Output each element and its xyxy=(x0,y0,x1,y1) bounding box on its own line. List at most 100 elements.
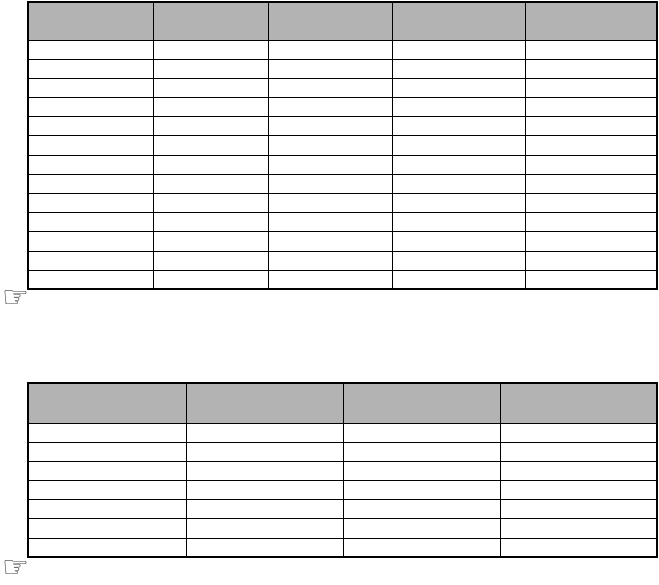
timing-table-2 xyxy=(27,382,658,559)
table-cell xyxy=(27,441,187,462)
timing-table-2-body xyxy=(27,422,658,558)
table-row xyxy=(27,154,658,175)
table-cell xyxy=(342,460,501,482)
table-cell xyxy=(185,422,344,443)
table-cell xyxy=(499,518,658,539)
table-cell xyxy=(152,135,269,156)
table-cell xyxy=(499,422,658,443)
table-cell xyxy=(499,480,658,501)
table-cell xyxy=(524,135,658,156)
table-cell xyxy=(185,441,344,462)
table-cell xyxy=(27,192,154,214)
table-cell xyxy=(267,212,393,233)
table-cell xyxy=(391,135,526,156)
table-cell xyxy=(152,58,269,79)
note-marker-1: ☞ xyxy=(2,280,34,315)
table-row xyxy=(27,269,658,290)
table-cell xyxy=(27,97,154,118)
header-cell xyxy=(391,1,526,41)
table-cell xyxy=(267,154,393,175)
table-cell xyxy=(524,58,658,79)
table-cell xyxy=(152,173,269,195)
table-cell xyxy=(152,212,269,233)
table-cell xyxy=(524,192,658,214)
table-cell xyxy=(267,173,393,195)
table-row xyxy=(27,77,658,99)
header-cell xyxy=(27,1,154,41)
table-cell xyxy=(185,460,344,482)
table-cell xyxy=(152,269,269,290)
table-cell xyxy=(524,231,658,252)
table-cell xyxy=(27,480,187,501)
table-row xyxy=(27,116,658,137)
table-cell xyxy=(152,231,269,252)
table-row xyxy=(27,499,658,520)
table-cell xyxy=(185,480,344,501)
table-cell xyxy=(391,212,526,233)
table-cell xyxy=(27,58,154,79)
table-cell xyxy=(524,173,658,195)
table-cell xyxy=(499,441,658,462)
table-cell xyxy=(152,116,269,137)
table-cell xyxy=(524,116,658,137)
table-cell xyxy=(342,422,501,443)
table-cell xyxy=(499,537,658,558)
table-cell xyxy=(152,97,269,118)
table-cell xyxy=(27,173,154,195)
table-cell xyxy=(499,460,658,482)
table-row xyxy=(27,192,658,214)
header-cell xyxy=(27,382,187,424)
header-cell xyxy=(185,382,344,424)
table-cell xyxy=(27,269,154,290)
table-cell xyxy=(391,250,526,271)
table-row xyxy=(27,39,658,60)
table-cell xyxy=(267,39,393,60)
table-row xyxy=(27,250,658,271)
table-cell xyxy=(27,250,154,271)
timing-table-1-body xyxy=(27,39,658,290)
table-row xyxy=(27,231,658,252)
table-row xyxy=(27,58,658,79)
pointing-hand-icon: ☞ xyxy=(2,550,29,585)
table-cell xyxy=(391,269,526,290)
table-cell xyxy=(267,192,393,214)
table-cell xyxy=(27,39,154,60)
table-cell xyxy=(27,518,187,539)
table-cell xyxy=(342,480,501,501)
table-cell xyxy=(152,250,269,271)
table-cell xyxy=(524,97,658,118)
table-cell xyxy=(185,537,344,558)
table-cell xyxy=(391,192,526,214)
table-row xyxy=(27,422,658,443)
table-cell xyxy=(267,231,393,252)
table-cell xyxy=(152,154,269,175)
table-cell xyxy=(27,499,187,520)
header-row xyxy=(27,382,658,424)
table-cell xyxy=(342,537,501,558)
table-cell xyxy=(391,97,526,118)
header-cell xyxy=(342,382,501,424)
table-row xyxy=(27,135,658,156)
table-row xyxy=(27,212,658,233)
table-cell xyxy=(27,212,154,233)
table-row xyxy=(27,480,658,501)
table-row xyxy=(27,518,658,539)
table-cell xyxy=(391,77,526,99)
table-cell xyxy=(267,250,393,271)
table-cell xyxy=(152,192,269,214)
header-cell xyxy=(524,1,658,41)
table-cell xyxy=(391,58,526,79)
table-cell xyxy=(27,231,154,252)
table-cell xyxy=(27,135,154,156)
table-cell xyxy=(524,269,658,290)
table-cell xyxy=(342,441,501,462)
table-cell xyxy=(267,116,393,137)
header-cell xyxy=(267,1,393,41)
note-marker-2: ☞ xyxy=(2,550,34,585)
timing-table-1 xyxy=(27,1,658,291)
timing-table-1-header xyxy=(27,1,658,41)
table-cell xyxy=(391,154,526,175)
pointing-hand-icon: ☞ xyxy=(2,280,29,315)
table-cell xyxy=(524,250,658,271)
